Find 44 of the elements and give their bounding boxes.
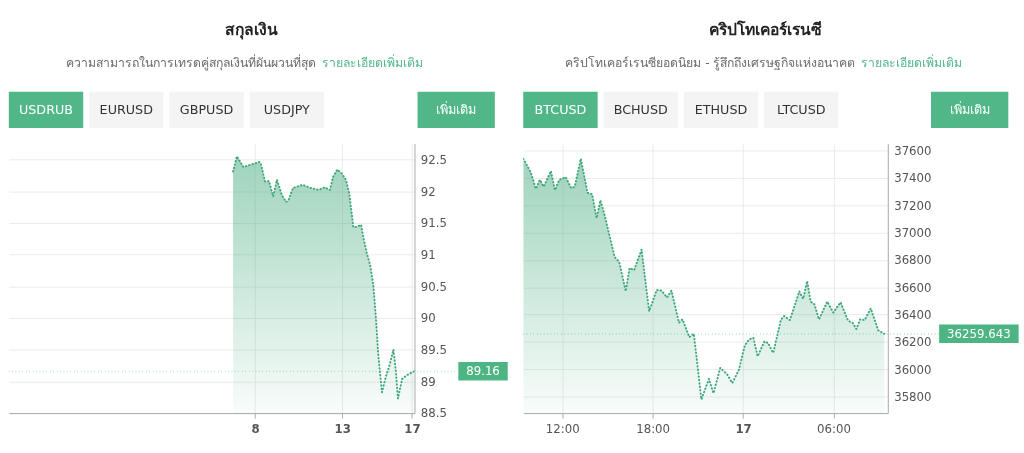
text: EURUSD [99, 101, 154, 117]
y-tick-label: 88.5 [420, 406, 448, 421]
text: LTCUSD [777, 101, 826, 117]
text: รายละเอียดเพิ่มเติม [861, 54, 963, 71]
x-tick-label: 8 [251, 422, 260, 437]
text: BTCUSD [534, 101, 587, 117]
y-tick-label: 36600 [894, 280, 932, 295]
x-tick-label: 17 [735, 422, 752, 437]
y-tick-label: 35800 [894, 390, 932, 405]
text: GBPUSD [179, 101, 234, 117]
y-tick-label: 91 [420, 247, 436, 262]
y-tick-label: 37200 [894, 198, 932, 213]
y-tick-label: 37000 [894, 225, 932, 240]
text: USDRUB [18, 101, 74, 117]
y-tick-label: 37600 [894, 143, 932, 158]
x-tick-label: 17 [404, 422, 421, 437]
x-tick-label: 12:00 [545, 422, 580, 437]
y-tick-label: 89 [420, 374, 436, 389]
y-tick-label: 37400 [894, 171, 932, 186]
ref-line-label: 89.16 [466, 364, 500, 379]
y-tick-label: 36400 [894, 308, 932, 322]
chart-subtitle: คริปโทเคอร์เรนซียอดนิยม - รู้สึกถึงเศรษฐกิจแห่งอนาคต [565, 55, 856, 72]
text: ETHUSD [694, 101, 748, 117]
y-tick-label: 36800 [894, 253, 932, 268]
y-tick-label: 90.5 [420, 279, 448, 294]
chart-title: สกุลเงิน [225, 19, 279, 40]
x-tick-label: 18:00 [636, 422, 671, 437]
text: เพิ่มเติม [949, 100, 990, 117]
y-tick-label: 36200 [894, 335, 932, 350]
y-tick-label: 92 [420, 184, 436, 199]
chart-subtitle: ความสามารถในการเทรดคู่สกุลเงินที่ผันผวนที่สุด [66, 54, 317, 72]
y-tick-label: 91.5 [420, 216, 448, 231]
y-tick-label: 36000 [894, 362, 932, 377]
text: เพิ่มเติม [436, 100, 477, 117]
y-tick-label: 90 [420, 311, 436, 326]
y-tick-label: 92.5 [420, 152, 448, 167]
text: รายละเอียดเพิ่มเติม [322, 54, 424, 71]
chart-title: คริปโทเคอร์เรนซี [709, 19, 823, 39]
x-tick-label: 13 [334, 422, 351, 437]
y-tick-label: 89.5 [420, 343, 448, 358]
x-tick-label: 06:00 [817, 422, 851, 437]
text: USDJPY [263, 101, 311, 117]
text: BCHUSD [613, 101, 669, 117]
ref-line-label: 36259.643 [947, 326, 1011, 341]
